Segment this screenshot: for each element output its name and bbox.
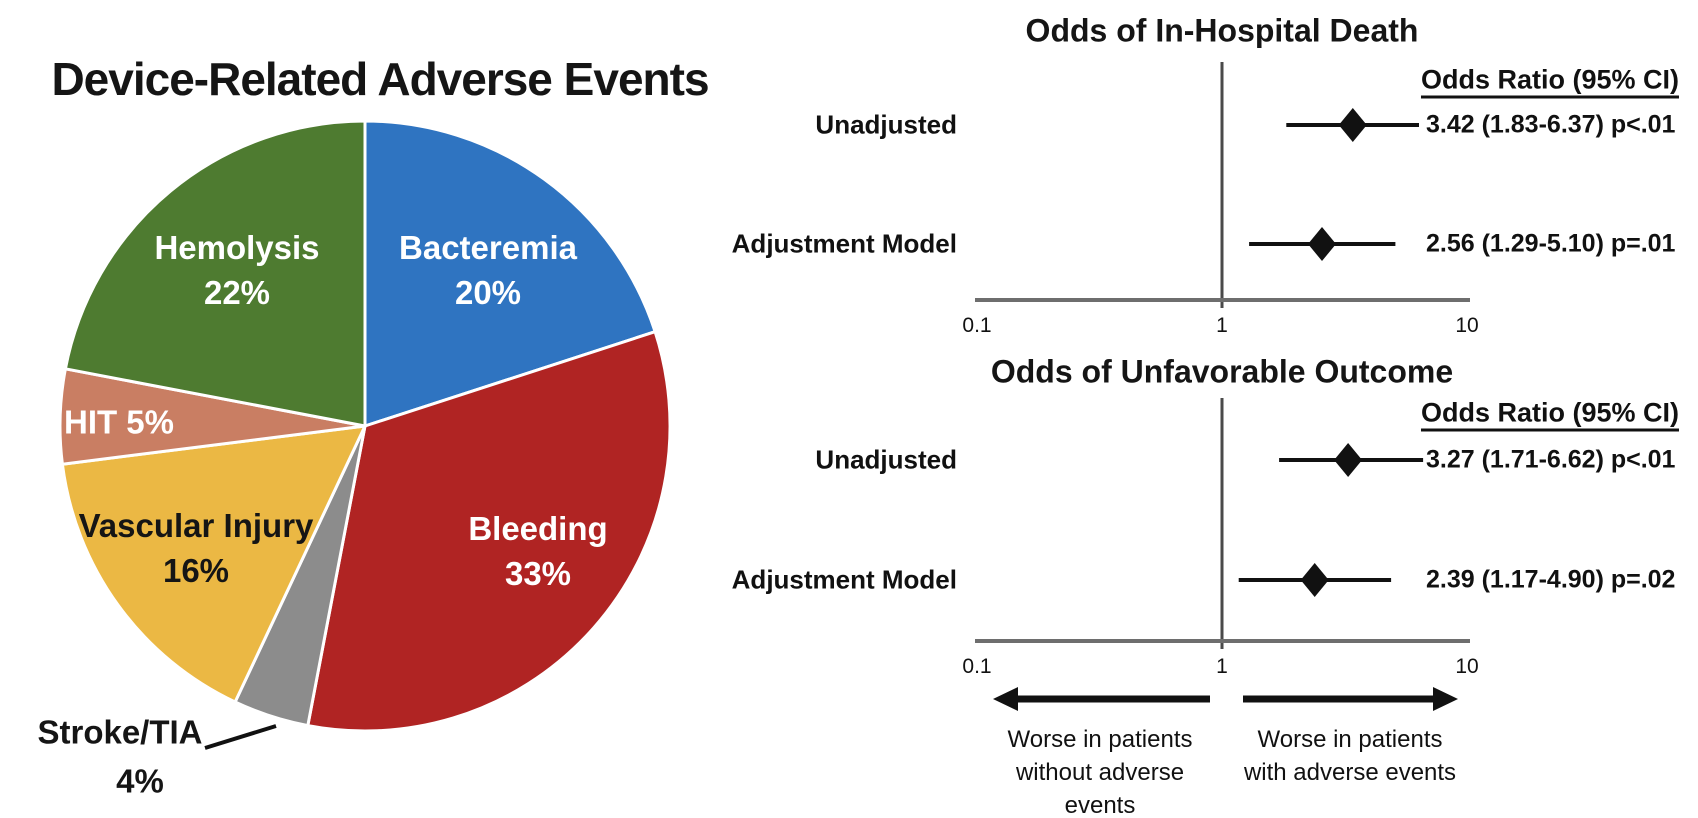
forest2-row1-diamond (1300, 563, 1329, 597)
forest2-column-header: Odds Ratio (95% CI) (1420, 397, 1680, 432)
caption-worse-with-adverse-events: Worse in patients with adverse events (1244, 723, 1456, 789)
pie-label-stroke-tia-value: 4% (116, 762, 164, 800)
forest2-row0-diamond (1334, 443, 1363, 477)
pie-label-bacteremia-value: 20% (454, 274, 522, 311)
stroke-tia-leader-line (204, 724, 277, 750)
pie-slice-bacteremia (363, 119, 657, 428)
pie-label-vascular-injury-value: 16% (162, 552, 230, 589)
forest2-tick-0_1: 0.1 (962, 655, 992, 678)
forest1-tick-10: 10 (1455, 314, 1479, 337)
forest1-row-unadjusted-label: Unadjusted (815, 109, 957, 140)
forest1-title: Odds of In-Hospital Death (1025, 12, 1419, 49)
forest2-row-unadjusted-label: Unadjusted (815, 444, 957, 475)
pie-label-vascular-injury-name: Vascular Injury (78, 507, 314, 544)
caption-left-line1: Worse in patients (1007, 726, 1193, 753)
pie-slice-vascular-injury (60, 424, 367, 704)
forest1-row0-diamond (1338, 108, 1367, 142)
caption-left-line2: without adverse (1015, 759, 1185, 786)
pie-slice-bleeding (306, 330, 672, 733)
caption-worse-without-adverse-events: Worse in patients without adverse events (1008, 723, 1193, 818)
forest1-tick-1: 1 (1216, 314, 1228, 337)
caption-left-line3: events (1064, 792, 1136, 818)
left-direction-arrowhead-icon (993, 687, 1018, 711)
forest1-tick-0_1: 0.1 (962, 314, 992, 337)
pie-label-bacteremia: Bacteremia 20% (399, 225, 577, 315)
forest1-column-header-text: Odds Ratio (95% CI) (1420, 64, 1680, 99)
pie-label-hemolysis-name: Hemolysis (154, 229, 320, 266)
pie-label-bleeding-value: 33% (504, 555, 572, 592)
pie-label-hit: HIT 5% (63, 403, 175, 441)
forest1-row-unadjusted-value: 3.42 (1.83-6.37) p<.01 (1426, 110, 1676, 139)
pie-label-bleeding: Bleeding 33% (468, 506, 607, 596)
forest2-column-header-text: Odds Ratio (95% CI) (1420, 397, 1680, 432)
pie-chart-title: Device-Related Adverse Events (51, 53, 709, 105)
pie-label-vascular-injury: Vascular Injury 16% (79, 503, 314, 593)
pie-label-bleeding-name: Bleeding (468, 510, 608, 547)
pie-label-stroke-tia-name: Stroke/TIA (37, 713, 203, 751)
forest2-row-unadjusted-value: 3.27 (1.71-6.62) p<.01 (1426, 445, 1676, 474)
forest1-row-adjustment-value: 2.56 (1.29-5.10) p=.01 (1426, 229, 1676, 258)
caption-right-line1: Worse in patients (1257, 726, 1443, 753)
forest1-column-header: Odds Ratio (95% CI) (1420, 64, 1680, 99)
forest2-tick-1: 1 (1216, 655, 1228, 678)
forest2-title: Odds of Unfavorable Outcome (990, 353, 1454, 390)
forest1-row1-diamond (1308, 227, 1336, 261)
forest2-row-adjustment-label: Adjustment Model (731, 564, 957, 595)
forest2-row-adjustment-value: 2.39 (1.17-4.90) p=.02 (1426, 565, 1676, 594)
pie-label-hemolysis: Hemolysis 22% (154, 225, 319, 315)
pie-label-hemolysis-value: 22% (203, 274, 271, 311)
pie-label-bacteremia-name: Bacteremia (399, 229, 577, 266)
caption-right-line2: with adverse events (1243, 759, 1457, 786)
right-direction-arrowhead-icon (1433, 687, 1458, 711)
pie-slice-hemolysis (63, 119, 367, 428)
forest2-tick-10: 10 (1455, 655, 1479, 678)
forest1-row-adjustment-label: Adjustment Model (731, 228, 957, 259)
